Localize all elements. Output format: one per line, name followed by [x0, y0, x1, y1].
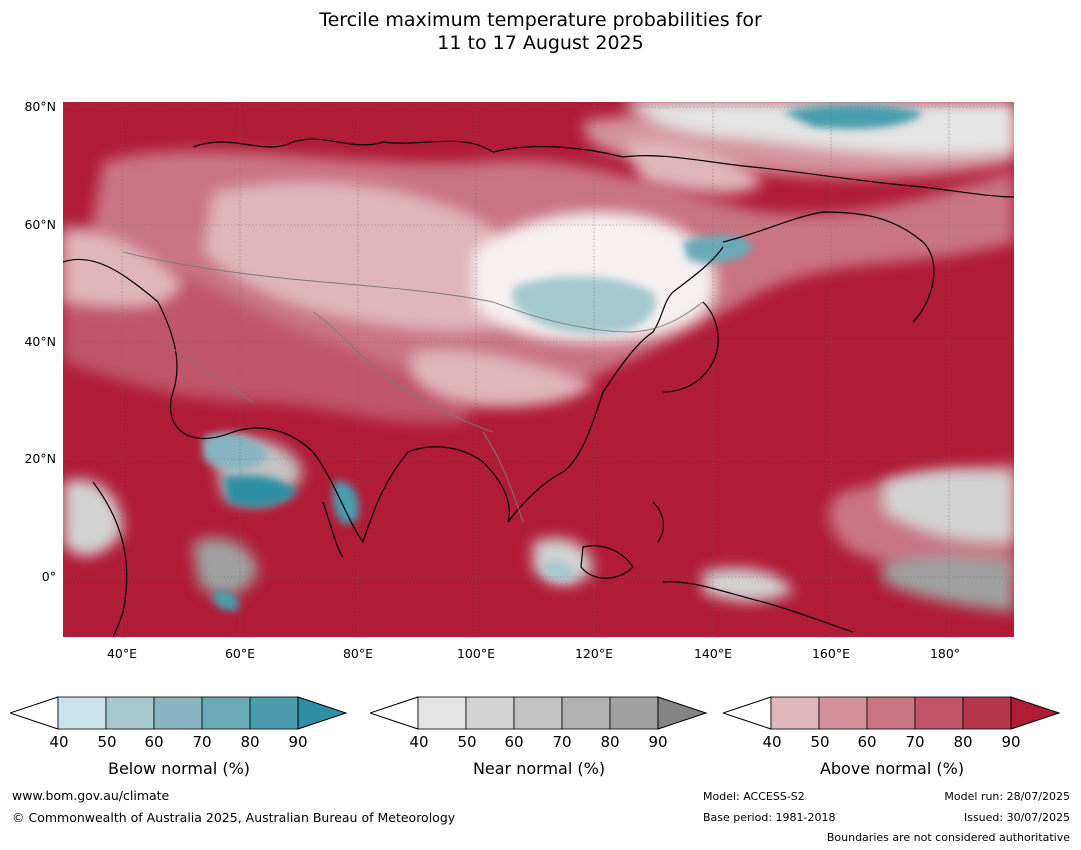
legend-lower-extension — [723, 696, 772, 730]
title-line-2: 11 to 17 August 2025 — [437, 32, 644, 54]
legend-above-tick-90: 90 — [1001, 733, 1021, 751]
legend-below-tick-60: 60 — [144, 733, 164, 751]
legend-near-tick-50: 50 — [457, 733, 477, 751]
map-svg — [63, 102, 1014, 637]
lat-label-40n: 40°N — [24, 334, 56, 349]
legend-lower-extension — [370, 696, 419, 730]
legend-near-tick-60: 60 — [504, 733, 524, 751]
legend-below-tick-50: 50 — [97, 733, 117, 751]
legend-swatch — [866, 696, 916, 730]
legend-swatch — [609, 696, 659, 730]
legend-bar-below-normal — [10, 696, 348, 730]
legend-bar-above-normal — [723, 696, 1061, 730]
legend-upper-extension — [297, 696, 348, 730]
legend-above-tick-50: 50 — [810, 733, 830, 751]
boundaries-disclaimer: Boundaries are not considered authoritat… — [826, 831, 1070, 844]
legend-title-below-normal: Below normal (%) — [107, 759, 251, 778]
legend-title-above-normal: Above normal (%) — [819, 759, 965, 778]
legend-swatch — [513, 696, 563, 730]
graticule — [63, 102, 1014, 637]
model-name: Model: ACCESS-S2 — [703, 790, 805, 803]
lon-label-100e: 100°E — [456, 646, 495, 661]
legend-swatch — [153, 696, 203, 730]
title-line-1: Tercile maximum temperature probabilitie… — [319, 9, 762, 31]
legend-near-tick-90: 90 — [648, 733, 668, 751]
legend-swatch — [818, 696, 868, 730]
legend-swatch — [914, 696, 964, 730]
country-borders — [122, 251, 704, 523]
legend-swatch — [105, 696, 155, 730]
legend-swatch — [465, 696, 515, 730]
above-normal-light-areas — [63, 140, 763, 406]
legend-near-tick-80: 80 — [600, 733, 620, 751]
legend-swatch — [770, 696, 820, 730]
legend-below-tick-70: 70 — [192, 733, 212, 751]
legend-above-tick-80: 80 — [953, 733, 973, 751]
legend-title-near-normal: Near normal (%) — [472, 759, 606, 778]
copyright-text: © Commonwealth of Australia 2025, Austra… — [12, 810, 456, 825]
legend-near-tick-70: 70 — [552, 733, 572, 751]
legend-below-tick-80: 80 — [240, 733, 260, 751]
lon-label-140e: 140°E — [693, 646, 732, 661]
probability-map — [63, 102, 1014, 637]
legend-below-tick-90: 90 — [288, 733, 308, 751]
legend-swatch — [201, 696, 251, 730]
legend-upper-extension — [1010, 696, 1061, 730]
lon-label-80e: 80°E — [342, 646, 374, 661]
lon-label-60e: 60°E — [224, 646, 256, 661]
legend-bar-near-normal — [370, 696, 708, 730]
legend-swatch — [962, 696, 1012, 730]
lon-label-180: 180° — [929, 646, 961, 661]
legend-above-tick-70: 70 — [905, 733, 925, 751]
lat-label-60n: 60°N — [24, 217, 56, 232]
model-run-date: Model run: 28/07/2025 — [944, 790, 1070, 803]
legend-above-tick-60: 60 — [857, 733, 877, 751]
coastlines — [63, 138, 1014, 637]
legend-lower-extension — [10, 696, 59, 730]
base-period: Base period: 1981-2018 — [703, 811, 836, 824]
lat-label-80n: 80°N — [24, 99, 56, 114]
website-link[interactable]: www.bom.gov.au/climate — [12, 788, 170, 803]
legend-swatch — [249, 696, 299, 730]
lon-label-40e: 40°E — [106, 646, 138, 661]
legend-below-tick-40: 40 — [49, 733, 69, 751]
legend-upper-extension — [657, 696, 708, 730]
legend-swatch — [561, 696, 611, 730]
legend-above-tick-40: 40 — [762, 733, 782, 751]
map-title: Tercile maximum temperature probabilitie… — [0, 9, 1081, 55]
lat-label-0: 0° — [41, 569, 56, 584]
lon-label-120e: 120°E — [574, 646, 613, 661]
issued-date: Issued: 30/07/2025 — [963, 811, 1070, 824]
legend-swatch — [57, 696, 107, 730]
legend-near-tick-40: 40 — [409, 733, 429, 751]
lon-label-160e: 160°E — [811, 646, 850, 661]
legend-swatch — [417, 696, 467, 730]
lat-label-20n: 20°N — [24, 451, 56, 466]
